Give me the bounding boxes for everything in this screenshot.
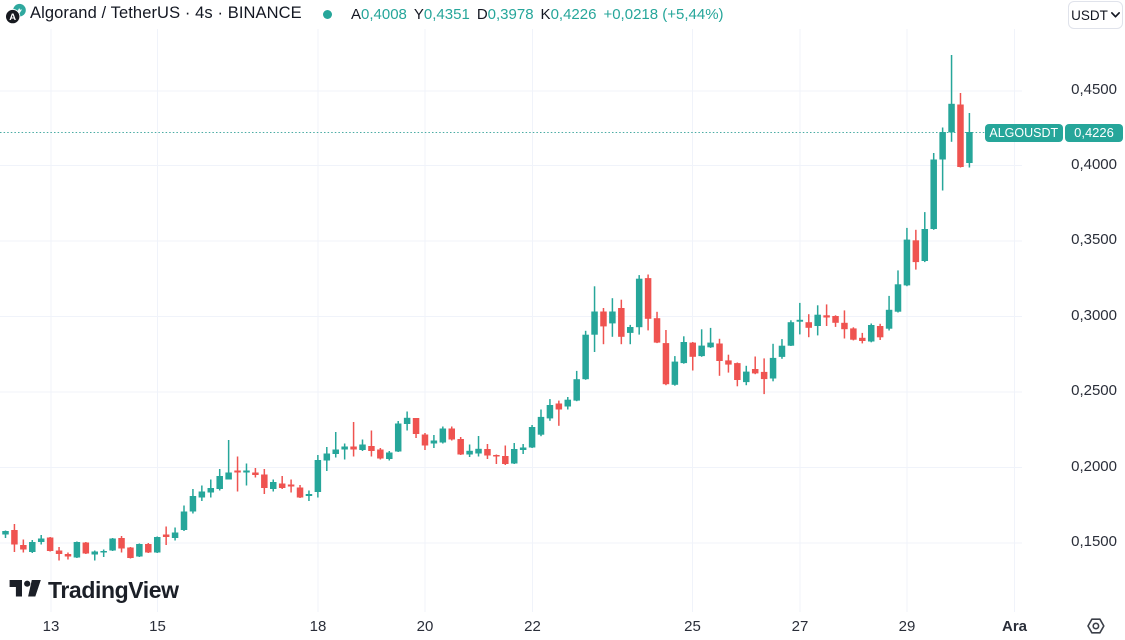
svg-text:A: A bbox=[9, 12, 16, 23]
